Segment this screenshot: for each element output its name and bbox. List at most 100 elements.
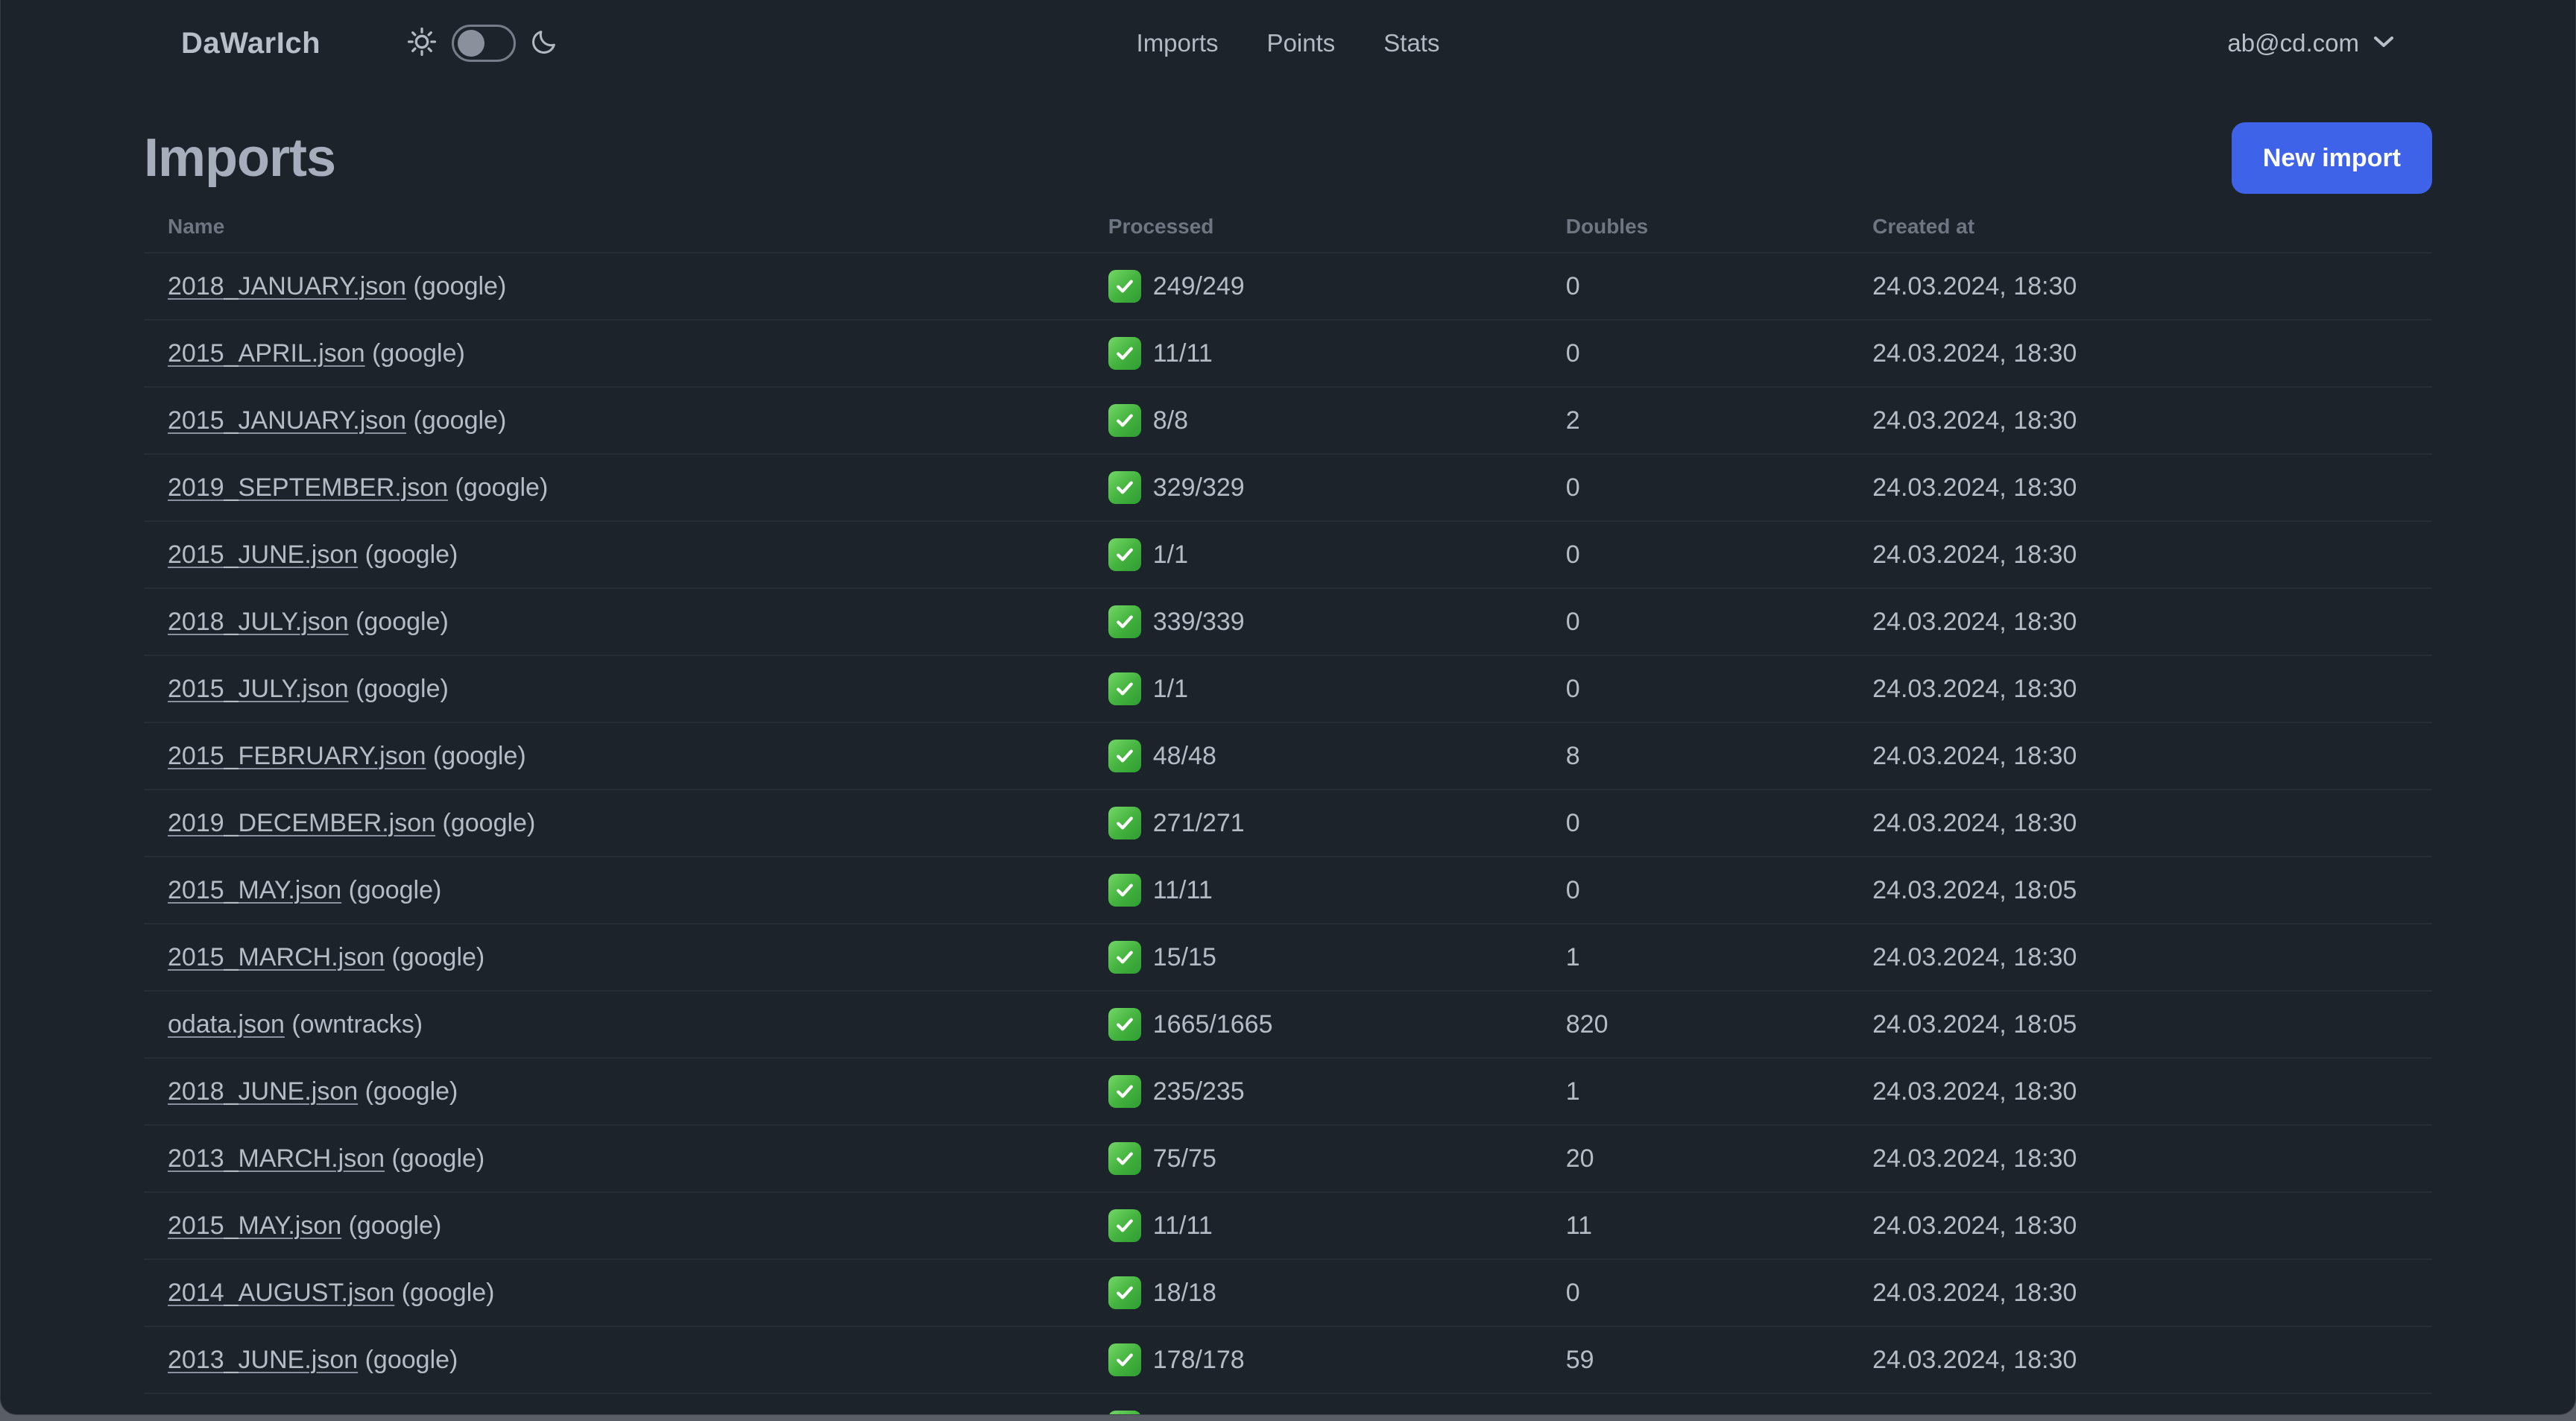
import-source-label: (google)	[455, 473, 549, 502]
processed-count: 48/48	[1152, 741, 1216, 770]
column-header-processed: Processed	[1108, 215, 1214, 238]
nav-link-stats[interactable]: Stats	[1383, 29, 1440, 57]
processed-cell: 271/271	[1085, 790, 1542, 857]
import-file-link[interactable]: 2014_AUGUST.json	[168, 1278, 395, 1307]
created-at-cell: 24.03.2024, 18:05	[1872, 875, 2077, 904]
import-name-cell: odata.json (owntracks)	[144, 991, 1085, 1058]
import-source-label: (google)	[356, 674, 449, 703]
import-file-link[interactable]: 2015_JULY.json	[168, 674, 349, 703]
processed-cell: 11/11	[1085, 1192, 1542, 1259]
import-file-link[interactable]: 2015_MAY.json	[168, 875, 342, 904]
processed-count: 75/75	[1152, 1144, 1216, 1173]
table-row: 2015_JUNE.json (google) 1/1 0 24.03.2024…	[144, 521, 2432, 588]
import-file-link[interactable]: 2015_MAY.json	[168, 1211, 342, 1240]
table-row: 2015_JANUARY.json (google) 8/8 2 24.03.2…	[144, 387, 2432, 454]
import-name-cell: 2015_JULY.json (google)	[144, 655, 1085, 722]
nav-link-points[interactable]: Points	[1266, 29, 1336, 57]
import-source-label: (google)	[364, 1077, 458, 1106]
processed-cell: 178/178	[1085, 1326, 1542, 1393]
doubles-cell: 0	[1565, 338, 1580, 368]
table-row: 2013_JUNE.json (google) 178/178 59 24.03…	[144, 1326, 2432, 1393]
import-file-link[interactable]: 2018_JULY.json	[168, 607, 349, 636]
import-file-link[interactable]: 2015_JANUARY.json	[168, 406, 407, 435]
created-at-cell: 24.03.2024, 18:30	[1872, 338, 2077, 368]
import-file-link[interactable]: 2018_JUNE.json	[168, 1077, 359, 1106]
brand-logo[interactable]: DaWarIch	[181, 26, 321, 60]
processed-count: 1665/1665	[1152, 1009, 1273, 1039]
success-check-icon	[1108, 1008, 1141, 1041]
doubles-cell: 0	[1565, 875, 1580, 904]
doubles-cell: 20	[1565, 1144, 1594, 1173]
import-file-link[interactable]: 2013_MARCH.json	[168, 1144, 385, 1173]
import-file-link[interactable]: 2019_DECEMBER.json	[168, 808, 436, 837]
import-file-link[interactable]: 2013_JUNE.json	[168, 1345, 359, 1374]
created-at-cell: 24.03.2024, 18:30	[1872, 808, 2077, 837]
created-at-cell: 24.03.2024, 18:30	[1872, 271, 2077, 300]
created-at-cell: 24.03.2024, 18:30	[1872, 1345, 2077, 1374]
processed-cell: 8/8	[1085, 387, 1542, 454]
import-name-cell: 2015_APRIL.json (google)	[144, 320, 1085, 387]
doubles-cell: 0	[1565, 808, 1580, 837]
processed-cell: 48/48	[1085, 722, 1542, 790]
doubles-cell: 1	[1565, 942, 1580, 971]
theme-toggle-knob	[458, 30, 485, 57]
processed-cell: 11/11	[1085, 320, 1542, 387]
nav-link-imports[interactable]: Imports	[1136, 29, 1219, 57]
table-row: 2019_DECEMBER.json (google) 271/271 0 24…	[144, 790, 2432, 857]
navbar: DaWarIch	[1, 0, 2575, 86]
import-name-cell: 2019_DECEMBER.json (google)	[144, 790, 1085, 857]
created-at-cell: 24.03.2024, 18:30	[1872, 540, 2077, 569]
processed-count: 329/329	[1152, 473, 1245, 502]
imports-table-body: 2018_JANUARY.json (google) 249/249 0 24.…	[144, 253, 2432, 1414]
import-source-label: (google)	[348, 875, 442, 904]
processed-cell: 15/15	[1085, 924, 1542, 991]
moon-icon	[529, 27, 559, 60]
created-at-cell: 24.03.2024, 18:30	[1872, 1144, 2077, 1173]
import-name-cell: 2015_MAY.json (google)	[144, 857, 1085, 924]
import-file-link[interactable]: 2015_APRIL.json	[168, 338, 365, 368]
table-row: 2015_MARCH.json (google) 15/15 1 24.03.2…	[144, 924, 2432, 991]
table-row: 2018_JANUARY.json (google) 249/249 0 24.…	[144, 253, 2432, 320]
main-nav: Imports Points Stats	[1137, 29, 1440, 57]
success-check-icon	[1108, 1075, 1141, 1108]
processed-count: 11/11	[1152, 338, 1213, 368]
import-file-link[interactable]: 2015_FEBRUARY.json	[168, 741, 426, 770]
table-row: 2014_AUGUST.json (google) 18/18 0 24.03.…	[144, 1259, 2432, 1326]
user-menu[interactable]: ab@cd.com	[2227, 29, 2395, 57]
success-check-icon	[1108, 605, 1141, 638]
import-file-link[interactable]: 2015_JUNE.json	[168, 540, 359, 569]
import-name-cell: 2015_JANUARY.json (google)	[144, 387, 1085, 454]
created-at-cell: 24.03.2024, 18:30	[1872, 1211, 2077, 1240]
success-check-icon	[1108, 1209, 1141, 1242]
import-file-link[interactable]: 2018_JANUARY.json	[168, 271, 407, 300]
processed-count: 8/8	[1152, 406, 1189, 435]
doubles-cell: 0	[1565, 674, 1580, 703]
import-name-cell: 2018_JANUARY.json (google)	[144, 253, 1085, 320]
table-row: 2015_JULY.json (google) 1/1 0 24.03.2024…	[144, 655, 2432, 722]
created-at-cell: 24.03.2024, 18:30	[1872, 942, 2077, 971]
new-import-button[interactable]: New import	[2231, 122, 2432, 194]
import-file-link[interactable]: 2015_MARCH.json	[168, 942, 385, 971]
import-source-label: (google)	[401, 1278, 495, 1307]
import-file-link[interactable]: odata.json	[168, 1009, 285, 1039]
import-source-label: (google)	[413, 406, 507, 435]
import-name-cell: 2015_FEBRUARY.json (google)	[144, 722, 1085, 790]
import-name-cell: 2018_JUNE.json (google)	[144, 1058, 1085, 1125]
theme-toggle[interactable]	[452, 25, 517, 62]
created-at-cell: 24.03.2024, 18:30	[1872, 741, 2077, 770]
processed-count: 11/11	[1152, 1211, 1213, 1240]
doubles-cell: 0	[1565, 473, 1580, 502]
table-header-row: Name Processed Doubles Created at	[144, 209, 2432, 253]
success-check-icon	[1108, 538, 1141, 571]
processed-cell: 339/339	[1085, 588, 1542, 655]
processed-count: 249/249	[1152, 271, 1245, 300]
imports-table: Name Processed Doubles Created at 2018_J…	[144, 209, 2432, 1414]
table-row: 2015_MAY.json (google) 11/11 0 24.03.202…	[144, 857, 2432, 924]
import-file-link[interactable]: 2019_SEPTEMBER.json	[168, 473, 449, 502]
user-email: ab@cd.com	[2227, 29, 2359, 57]
table-row: odata.json (owntracks) 1665/1665 820 24.…	[144, 991, 2432, 1058]
success-check-icon	[1108, 404, 1141, 437]
import-name-cell: 2019_SEPTEMBER.json (google)	[144, 454, 1085, 521]
processed-count: 271/271	[1152, 808, 1245, 837]
